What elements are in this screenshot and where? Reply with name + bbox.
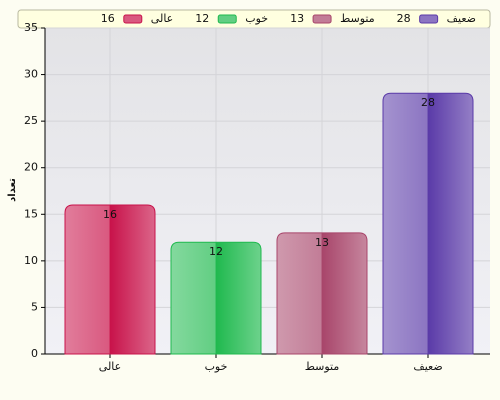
x-tick-label: ضعیف [413,360,442,373]
y-tick-label: 15 [24,207,38,220]
y-tick-label: 20 [24,161,38,174]
data-label: 28 [421,96,435,109]
legend-swatch [123,14,143,24]
y-axis-label: تعداد [7,178,18,202]
y-tick-label: 5 [31,300,38,313]
legend-value: 12 [195,12,209,25]
x-tick-label: متوسط [305,360,340,373]
y-tick-label: 0 [31,347,38,360]
legend-label: متوسط [340,12,375,25]
legend-swatch [217,14,237,24]
legend-value: 13 [290,12,304,25]
data-label: 13 [315,236,329,249]
legend-value: 28 [397,12,411,25]
y-tick-label: 35 [24,21,38,34]
y-tick-label: 30 [24,68,38,81]
bar [64,204,156,355]
y-tick-label: 25 [24,114,38,127]
data-label: 12 [209,245,223,258]
legend-swatch [419,14,439,24]
legend-label: خوب [245,12,268,25]
legend-value: 16 [101,12,115,25]
legend-swatch [312,14,332,24]
bar [276,232,368,355]
y-tick-label: 10 [24,254,38,267]
x-tick-label: عالی [99,360,121,373]
data-label: 16 [103,208,117,221]
legend-label: ضعیف [447,12,476,25]
bar [382,92,474,355]
legend-label: عالی [151,12,173,25]
x-tick-label: خوب [205,360,228,373]
bar [170,241,262,355]
